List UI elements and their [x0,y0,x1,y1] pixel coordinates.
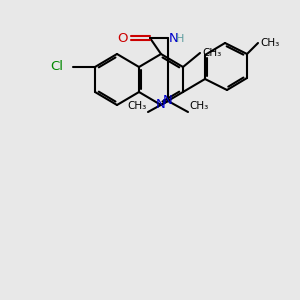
Text: H: H [176,34,184,44]
Text: O: O [118,32,128,44]
Text: CH₃: CH₃ [189,101,208,111]
Text: N: N [169,32,179,44]
Text: N: N [163,94,173,107]
Text: Cl: Cl [50,61,63,74]
Text: N: N [156,98,166,112]
Text: CH₃: CH₃ [260,38,279,48]
Text: CH₃: CH₃ [128,101,147,111]
Text: CH₃: CH₃ [202,48,221,58]
